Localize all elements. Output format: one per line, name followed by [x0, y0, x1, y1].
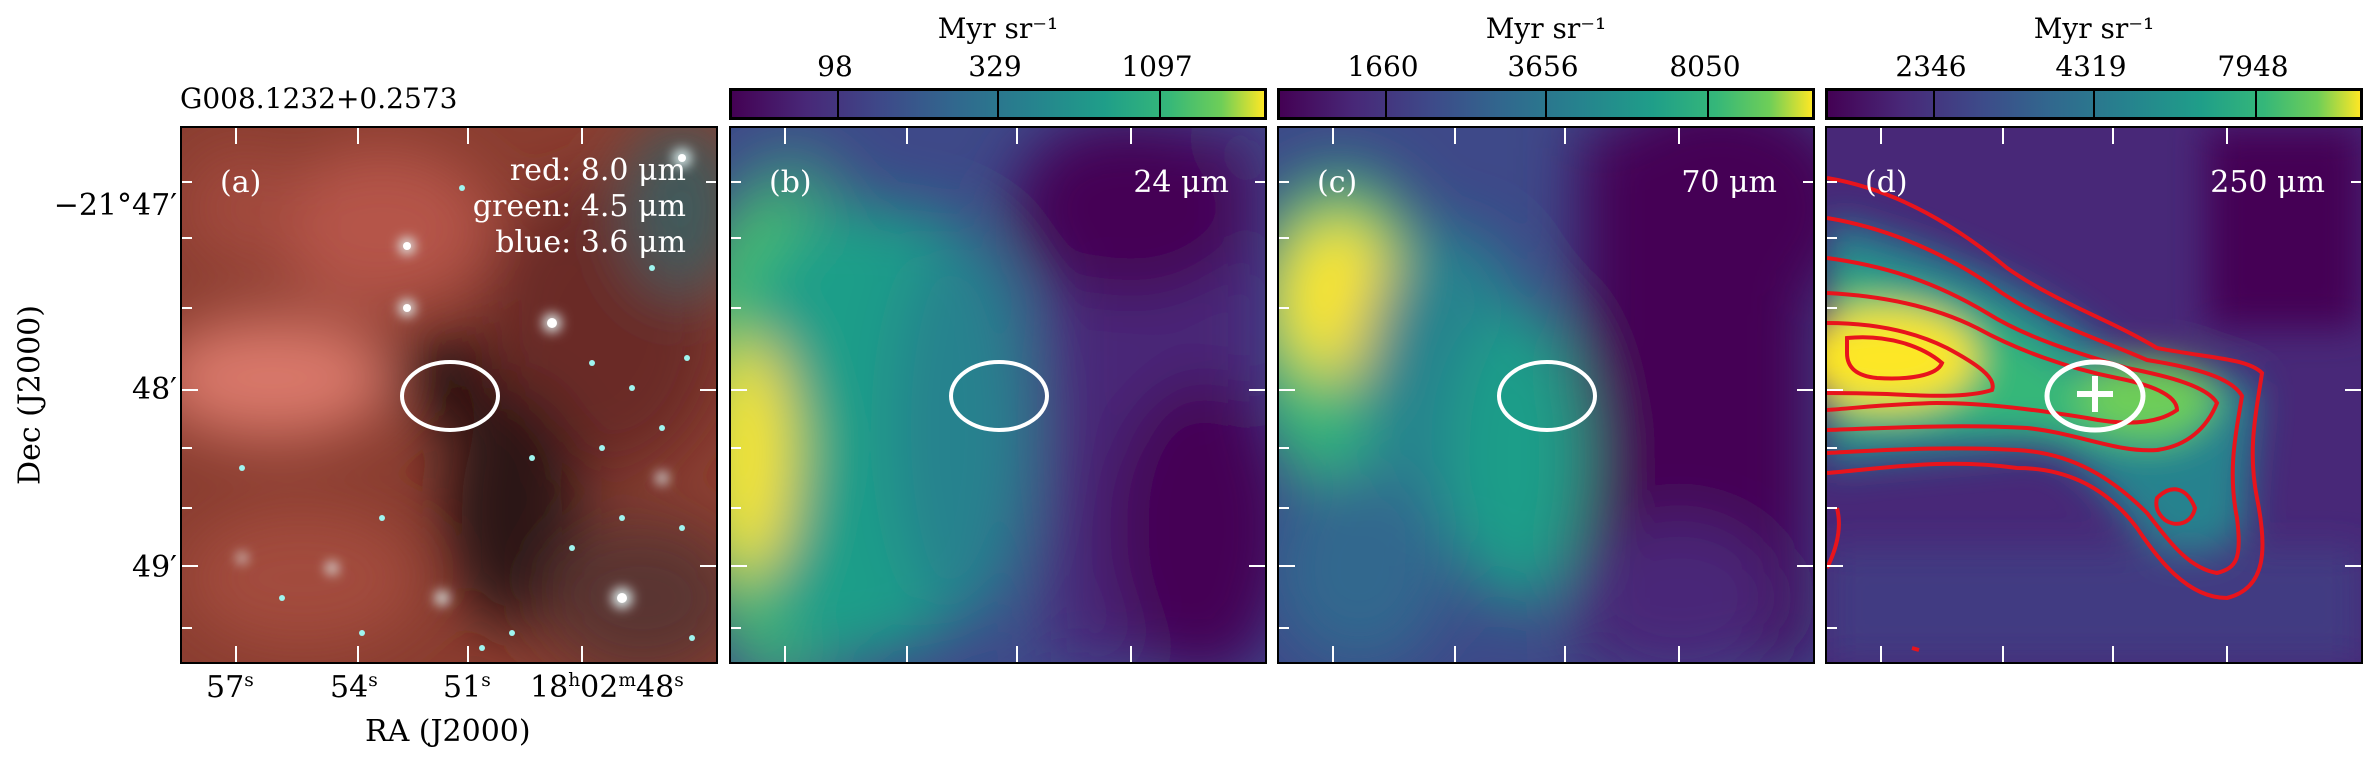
panel-c-70um-map: (c) 70 μm [1277, 126, 1815, 664]
colorbar-d-tick-2: 4319 [2055, 50, 2127, 83]
colorbar-d-tick-3: 7948 [2217, 50, 2289, 83]
colorbar-b-tick-3: 1097 [1121, 50, 1193, 83]
panel-a-legend-blue: blue: 3.6 μm [495, 225, 686, 260]
ra-tick-51s: 51s [443, 670, 491, 705]
dec-tick-47: −21°47′ [53, 188, 177, 223]
panel-d-band: 250 μm [2210, 165, 2325, 200]
ra-tick-18h02m48s: 18h02m48s [530, 670, 684, 705]
panel-b-letter: (b) [769, 165, 812, 200]
ra-tick-57s: 57s [206, 670, 254, 705]
ra-axis-label: RA (J2000) [365, 714, 531, 749]
panel-b-24um-map: (b) 24 μm [729, 126, 1267, 664]
colorbar-c-tick-2: 3656 [1507, 50, 1579, 83]
colorbar-d-unit: Myr sr⁻¹ [2033, 12, 2155, 45]
dec-axis-label: Dec (J2000) [12, 305, 48, 485]
panel-a-letter: (a) [220, 165, 262, 200]
colorbar-b-tick-1: 98 [817, 50, 853, 83]
colorbar-b-unit: Myr sr⁻¹ [937, 12, 1059, 45]
panel-c-letter: (c) [1317, 165, 1358, 200]
panel-b-band: 24 μm [1133, 165, 1229, 200]
colorbar-c-tick-1: 1660 [1347, 50, 1419, 83]
panel-d-letter: (d) [1865, 165, 1908, 200]
colorbar-c-tick-3: 8050 [1669, 50, 1741, 83]
dec-tick-48: 48′ [132, 372, 177, 407]
colorbar-d-tick-1: 2346 [1895, 50, 1967, 83]
panel-d-250um-map: (d) 250 μm [1825, 126, 2363, 664]
panel-a-rgb-image: (a) red: 8.0 μm green: 4.5 μm blue: 3.6 … [180, 126, 718, 664]
panel-a-legend-red: red: 8.0 μm [509, 153, 686, 188]
dec-tick-49: 49′ [132, 550, 177, 585]
source-name: G008.1232+0.2573 [180, 82, 458, 115]
panel-a-legend-green: green: 4.5 μm [472, 189, 686, 224]
colorbar-c-unit: Myr sr⁻¹ [1485, 12, 1607, 45]
ra-tick-54s: 54s [330, 670, 378, 705]
colorbar-b-tick-2: 329 [968, 50, 1022, 83]
panel-c-band: 70 μm [1681, 165, 1777, 200]
